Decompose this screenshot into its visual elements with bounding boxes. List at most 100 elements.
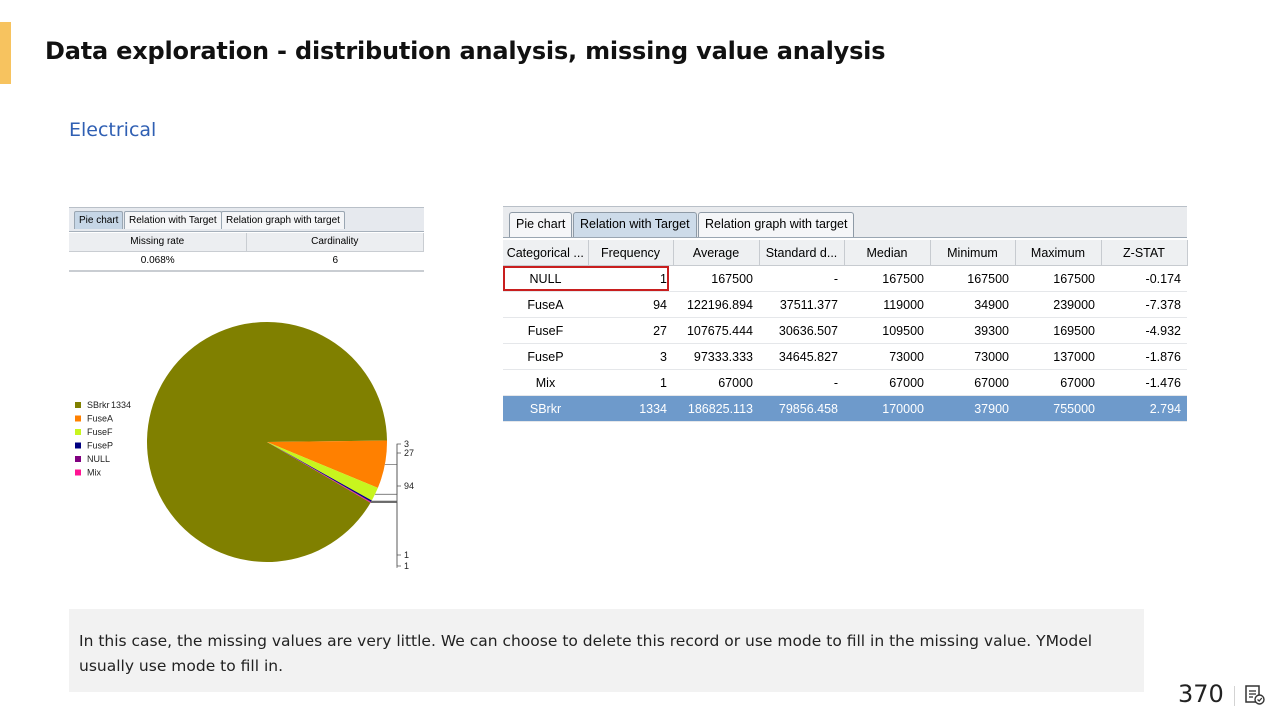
column-header-frequency[interactable]: Frequency — [588, 240, 674, 266]
legend-label-fusep: FuseP — [87, 441, 113, 451]
table-cell: 1334 — [588, 395, 673, 422]
legend-swatch-fusea — [75, 415, 81, 422]
table-cell: 94 — [588, 291, 673, 318]
table-cell: 39300 — [930, 317, 1015, 344]
table-cell: 97333.333 — [673, 343, 759, 370]
table-cell: 73000 — [844, 343, 930, 370]
table-cell: 67000 — [1015, 369, 1101, 396]
table-cell: -1.476 — [1101, 369, 1187, 396]
legend-label-fusef: FuseF — [87, 427, 113, 437]
column-header-standard-deviation[interactable]: Standard d... — [759, 240, 845, 266]
column-header-minimum[interactable]: Minimum — [930, 240, 1016, 266]
table-cell: 30636.507 — [759, 317, 844, 344]
tab-pie-chart[interactable]: Pie chart — [509, 212, 573, 237]
cardinality-header: Cardinality — [247, 233, 424, 251]
table-cell: 34900 — [930, 291, 1015, 318]
slice-value-label: 27 — [404, 448, 414, 458]
table-cell: 167500 — [930, 265, 1015, 292]
legend-label-fusea: FuseA — [87, 414, 113, 424]
pie-slice-fusea — [267, 440, 387, 488]
table-cell: 1 — [588, 265, 673, 292]
pie-panel-tab-bar: Pie chart Relation with Target Relation … — [69, 207, 424, 232]
legend-swatch-fusep — [75, 442, 81, 449]
relation-table-panel: Pie chart Relation with Target Relation … — [503, 206, 1188, 422]
table-cell: 167500 — [673, 265, 759, 292]
pie-slice-null — [267, 442, 372, 503]
page-number-divider — [1234, 686, 1235, 706]
summary-table: Missing rate Cardinality 0.068% 6 — [69, 233, 424, 272]
tab-pie-chart[interactable]: Pie chart — [74, 211, 124, 229]
slice-value-label: 94 — [404, 481, 414, 491]
slide-title: Data exploration - distribution analysis… — [45, 37, 886, 65]
table-cell: 169500 — [1015, 317, 1101, 344]
null-row-highlight-box — [503, 266, 669, 291]
missing-rate-header: Missing rate — [69, 233, 247, 251]
legend-label-sbrkr: SBrkr — [87, 400, 110, 410]
table-cell: 2.794 — [1101, 395, 1187, 422]
table-cell: SBrkr — [503, 395, 588, 422]
table-cell: 137000 — [1015, 343, 1101, 370]
tab-relation-graph[interactable]: Relation graph with target — [221, 211, 345, 229]
table-cell: 37900 — [930, 395, 1015, 422]
page-number: 370 — [1178, 680, 1224, 708]
table-cell: 755000 — [1015, 395, 1101, 422]
table-cell: 186825.113 — [673, 395, 759, 422]
column-header-z-stat[interactable]: Z-STAT — [1101, 240, 1188, 266]
table-cell: 119000 — [844, 291, 930, 318]
table-cell: 167500 — [844, 265, 930, 292]
slice-value-label: 3 — [404, 439, 409, 449]
legend-label-mix: Mix — [87, 468, 101, 478]
slice-leader-line — [384, 464, 401, 487]
column-header-average[interactable]: Average — [673, 240, 760, 266]
table-header-row: Categorical ... Frequency Average Standa… — [503, 240, 1188, 266]
pie-chart: 94 273 11 SBrkr FuseA FuseF FuseP NULL Mix 1334 — [75, 322, 414, 571]
table-row[interactable]: NULL 1 167500 - 167500 167500 167500 -0.… — [503, 265, 1187, 292]
slice-leader-line — [370, 501, 401, 556]
missing-rate-value: 0.068% — [140, 255, 175, 266]
table-cell: 37511.377 — [759, 291, 844, 318]
table-cell: 79856.458 — [759, 395, 844, 422]
table-cell: FuseA — [503, 291, 588, 318]
summary-value-row: 0.068% 6 — [69, 252, 424, 272]
table-row[interactable]: Mix 1 67000 - 67000 67000 67000 -1.476 — [503, 369, 1187, 396]
section-label: Electrical — [69, 119, 157, 141]
table-row[interactable]: FuseF 27 107675.444 30636.507 109500 393… — [503, 317, 1187, 344]
tab-relation-with-target[interactable]: Relation with Target — [573, 212, 697, 237]
table-cell: FuseF — [503, 317, 588, 344]
legend-swatch-null — [75, 456, 81, 462]
pie-slice-fusef — [267, 442, 378, 501]
table-cell: 67000 — [930, 369, 1015, 396]
column-header-median[interactable]: Median — [844, 240, 931, 266]
title-accent-bar — [0, 22, 11, 84]
column-header-categorical[interactable]: Categorical ... — [503, 240, 589, 266]
table-cell: 170000 — [844, 395, 930, 422]
table-cell: -0.174 — [1101, 265, 1187, 292]
relation-table: Categorical ... Frequency Average Standa… — [503, 240, 1188, 422]
table-row[interactable]: FuseA 94 122196.894 37511.377 119000 349… — [503, 291, 1187, 318]
table-cell: 239000 — [1015, 291, 1101, 318]
legend-label-null: NULL — [87, 454, 110, 464]
table-cell: 122196.894 — [673, 291, 759, 318]
tab-relation-graph[interactable]: Relation graph with target — [698, 212, 855, 237]
table-cell: -1.876 — [1101, 343, 1187, 370]
summary-header-row: Missing rate Cardinality — [69, 233, 424, 252]
table-row[interactable]: FuseP 3 97333.333 34645.827 73000 73000 … — [503, 343, 1187, 370]
slide-notes-icon[interactable] — [1244, 684, 1266, 706]
slice-value-label: 1 — [404, 550, 409, 560]
legend-swatch-sbrkr — [75, 402, 81, 408]
pie-slice-fusep — [267, 442, 372, 502]
slice-value-label: 1334 — [111, 400, 131, 410]
slice-leader-line — [370, 502, 401, 567]
pie-slice-mix — [267, 442, 371, 503]
table-row-selected[interactable]: SBrkr 1334 186825.113 79856.458 170000 3… — [503, 395, 1187, 422]
table-cell: - — [759, 265, 844, 292]
legend-swatch-fusef — [75, 429, 81, 435]
table-cell: 34645.827 — [759, 343, 844, 370]
table-cell: FuseP — [503, 343, 588, 370]
table-cell: NULL — [503, 265, 588, 292]
table-cell: 27 — [588, 317, 673, 344]
table-cell: 107675.444 — [673, 317, 759, 344]
relation-panel-tab-bar: Pie chart Relation with Target Relation … — [503, 206, 1187, 238]
table-cell: 73000 — [930, 343, 1015, 370]
column-header-maximum[interactable]: Maximum — [1015, 240, 1102, 266]
